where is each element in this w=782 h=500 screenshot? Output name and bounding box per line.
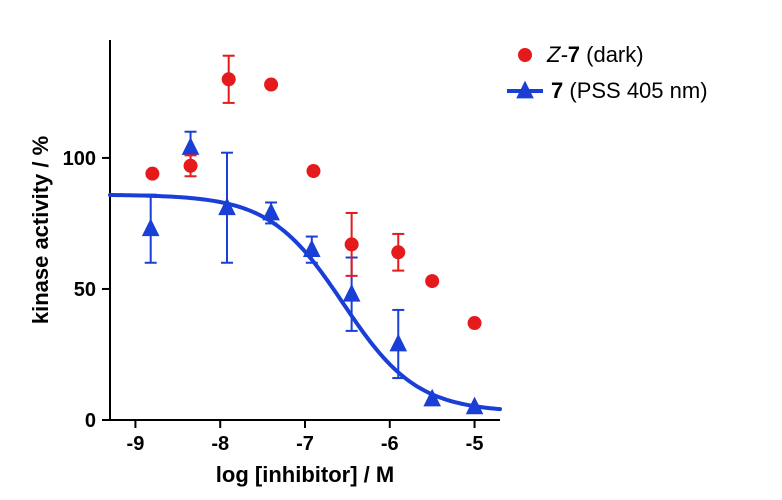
y-tick-label: 50 [74, 279, 96, 301]
circle-marker [391, 245, 405, 259]
triangle-marker [344, 285, 360, 301]
circle-marker [345, 237, 359, 251]
dose-response-chart: -9 -8 -7 -6 -5 0 50 100 log [inhibitor] / M kinas… [0, 0, 782, 500]
circle-marker [264, 78, 278, 92]
fit-curve-pss405 [110, 195, 500, 409]
circle-marker [184, 159, 198, 173]
legend-label-z7: Z-7 (dark) [546, 42, 644, 67]
x-tick-label: -9 [127, 433, 145, 455]
circle-marker [145, 167, 159, 181]
circle-marker [306, 164, 320, 178]
x-tick-label: -5 [466, 433, 484, 455]
triangle-marker [304, 240, 320, 256]
y-tick-label: 100 [63, 148, 96, 170]
x-tick-label: -7 [296, 433, 314, 455]
legend-marker-z7 [518, 48, 532, 62]
circle-marker [425, 274, 439, 288]
x-tick-label: -6 [381, 433, 399, 455]
legend-label-pss405: 7 (PSS 405 nm) [551, 78, 708, 103]
x-axis-title: log [inhibitor] / M [216, 462, 394, 487]
x-tick-label: -8 [211, 433, 229, 455]
triangle-marker [390, 335, 406, 351]
y-tick-label: 0 [85, 410, 96, 432]
triangle-marker [143, 219, 159, 235]
triangle-marker [263, 204, 279, 220]
legend: Z-7 (dark) 7 (PSS 405 nm) [507, 42, 708, 103]
chart-svg: -9 -8 -7 -6 -5 0 50 100 log [inhibitor] / M kinas… [0, 0, 782, 500]
series-z7-dark [145, 56, 481, 330]
circle-marker [222, 72, 236, 86]
y-axis-title: kinase activity / % [28, 136, 53, 324]
axes [110, 40, 500, 420]
triangle-marker [183, 138, 199, 154]
circle-marker [468, 316, 482, 330]
